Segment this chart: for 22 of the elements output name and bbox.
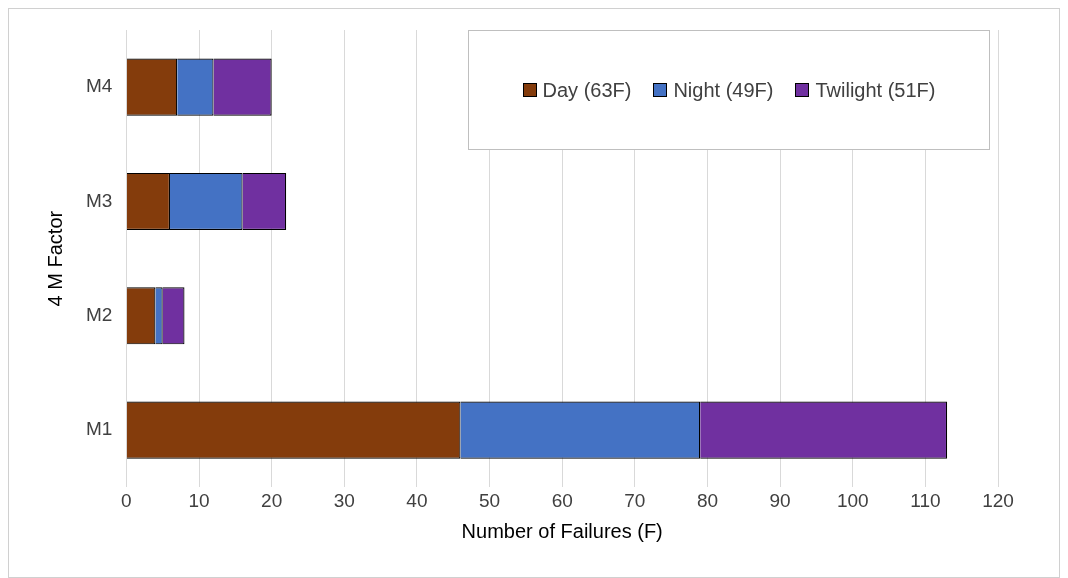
legend-label: Night (49F) [673,78,774,102]
y-tick-label: M3 [85,189,113,211]
x-tick-label: 10 [188,489,210,511]
x-tick-label: 90 [769,489,791,511]
legend-label: Twilight (51F) [815,78,936,102]
x-tick-label: 80 [696,489,719,511]
x-axis-title: Number of Failures (F) [461,519,663,542]
y-tick-label: M1 [85,418,113,440]
x-tick-label: 0 [121,489,132,511]
x-tick-label: 60 [551,489,573,511]
legend-label: Day (63F) [542,78,632,102]
y-axis-title: 4 M Factor [43,210,66,307]
x-tick-label: 100 [836,489,869,511]
x-tick-label: 20 [261,489,283,511]
x-tick-label: 110 [910,489,941,511]
y-tick-label: M2 [85,303,113,325]
x-tick-label: 70 [624,489,646,511]
y-tick-label: M4 [85,75,113,97]
x-tick-label: 120 [982,489,1014,511]
x-tick-label: 30 [333,489,355,511]
x-tick-label: 40 [406,489,428,511]
x-tick-label: 50 [478,489,501,511]
